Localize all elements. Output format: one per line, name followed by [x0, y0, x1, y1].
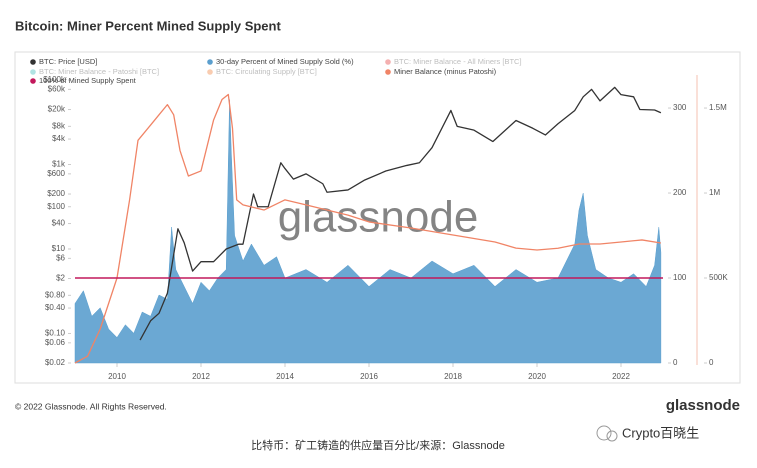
y-tick-label: $0.06 [45, 338, 66, 347]
legend-item: 100% of Mined Supply Spent [30, 76, 137, 85]
y3-tick-label: 0 [709, 358, 714, 367]
legend-swatch [207, 69, 213, 75]
legend-label: BTC: Price [USD] [39, 57, 97, 66]
legend-item: Miner Balance (minus Patoshi) [385, 67, 497, 76]
caption: 比特币：矿工铸造的供应量百分比/来源：Glassnode [251, 438, 505, 452]
legend-item: BTC: Miner Balance - Patoshi [BTC] [30, 67, 159, 76]
brand-logo: glassnode [666, 397, 740, 414]
y3-tick-label: 1M [709, 188, 720, 197]
chart-title: Bitcoin: Miner Percent Mined Supply Spen… [15, 18, 281, 33]
y-tick-label: $100 [47, 202, 65, 211]
y-tick-label: $0.80 [45, 290, 66, 299]
legend-label: 100% of Mined Supply Spent [39, 76, 137, 85]
y2-tick-label: 200 [673, 188, 687, 197]
y3-tick-label: 1.5M [709, 103, 727, 112]
y-tick-label: $10 [52, 244, 66, 253]
copyright: © 2022 Glassnode. All Rights Reserved. [15, 401, 167, 411]
y-tick-label: $4k [52, 134, 66, 143]
line [139, 86, 662, 341]
x-tick-label: 2012 [192, 372, 210, 381]
legend-label: BTC: Circulating Supply [BTC] [216, 67, 317, 76]
y-tick-label: $200 [47, 189, 65, 198]
author-icon [596, 425, 618, 442]
chart-frame [14, 51, 741, 384]
y-tick-label: $1k [52, 160, 66, 169]
legend-swatch [30, 59, 36, 65]
y2-tick-label: 0 [673, 358, 678, 367]
x-tick-label: 2022 [612, 372, 630, 381]
legend-item: BTC: Miner Balance - All Miners [BTC] [385, 57, 522, 66]
line [74, 93, 662, 364]
y-tick-label: $6 [56, 253, 65, 262]
legend-label: 30-day Percent of Mined Supply Sold (%) [216, 57, 354, 66]
legend-swatch [30, 78, 36, 84]
y-tick-label: $60k [48, 84, 66, 93]
y-tick-label: $600 [47, 169, 65, 178]
legend-swatch [207, 59, 213, 65]
y-tick-label: $40 [52, 219, 66, 228]
legend-label: Miner Balance (minus Patoshi) [394, 67, 497, 76]
y-tick-label: $0.40 [45, 303, 66, 312]
y2-tick-label: 300 [673, 103, 687, 112]
author: Crypto百晓生 [622, 425, 699, 440]
y-tick-label: $0.10 [45, 329, 66, 338]
y-tick-label: $20k [48, 105, 66, 114]
y3-tick-label: 500K [709, 273, 728, 282]
legend-swatch [30, 69, 36, 75]
y-tick-label: $100k [43, 75, 66, 84]
legend-item: 30-day Percent of Mined Supply Sold (%) [207, 57, 354, 66]
legend-swatch [385, 69, 391, 75]
x-tick-label: 2020 [528, 372, 546, 381]
legend-item: BTC: Circulating Supply [BTC] [207, 67, 317, 76]
x-tick-label: 2010 [108, 372, 126, 381]
area [74, 99, 662, 364]
x-tick-label: 2016 [360, 372, 378, 381]
legend-label: BTC: Miner Balance - Patoshi [BTC] [39, 67, 159, 76]
legend-swatch [385, 59, 391, 65]
x-tick-label: 2018 [444, 372, 462, 381]
legend-label: BTC: Miner Balance - All Miners [BTC] [394, 57, 522, 66]
legend-item: BTC: Price [USD] [30, 57, 97, 66]
y2-tick-label: 100 [673, 273, 687, 282]
x-tick-label: 2014 [276, 372, 294, 381]
y-tick-label: $8k [52, 121, 66, 130]
y-tick-label: $2 [56, 274, 65, 283]
y-tick-label: $0.02 [45, 358, 66, 367]
